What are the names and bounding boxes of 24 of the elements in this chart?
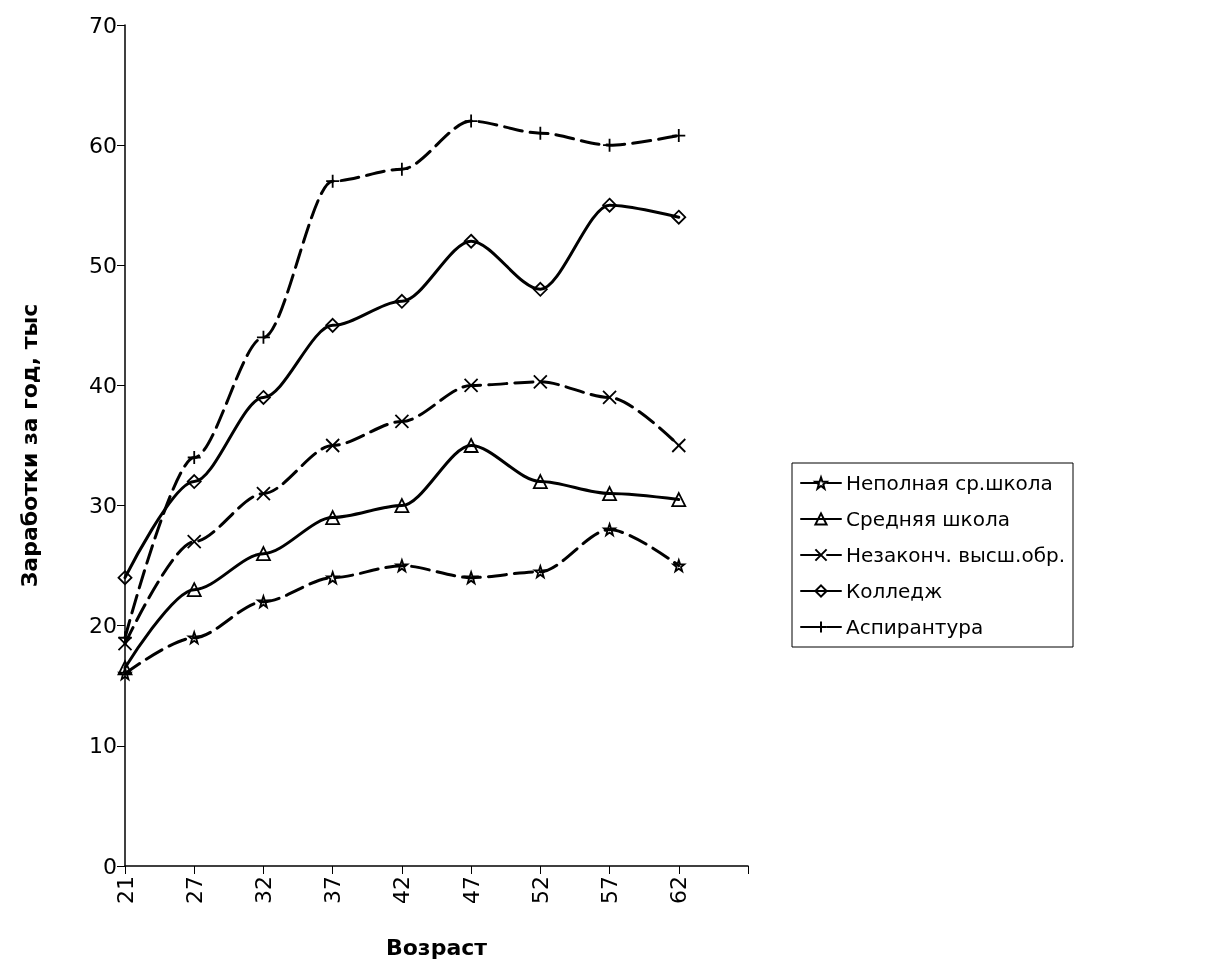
x-tick-label: 37 xyxy=(320,876,346,904)
x-tick-label: 27 xyxy=(181,876,207,904)
legend-label: Незаконч. высш.обр. xyxy=(846,543,1066,567)
legend-label: Колледж xyxy=(846,579,943,603)
legend-label: Неполная ср.школа xyxy=(846,471,1053,495)
y-axis-title: Заработки за год, тыс xyxy=(16,303,42,588)
x-tick-label: 57 xyxy=(597,876,623,904)
x-tick-label: 52 xyxy=(527,876,553,904)
legend-label: Средняя школа xyxy=(846,507,1010,531)
y-tick-label: 10 xyxy=(89,733,117,759)
y-tick-label: 0 xyxy=(103,853,117,879)
x-tick-label: 21 xyxy=(112,876,138,904)
y-tick-label: 50 xyxy=(89,252,117,278)
y-tick-label: 40 xyxy=(89,372,117,398)
x-tick-label: 62 xyxy=(666,876,692,904)
y-tick-label: 30 xyxy=(89,493,117,519)
y-tick-label: 70 xyxy=(89,12,117,38)
x-axis-title: Возраст xyxy=(385,934,488,960)
legend-label: Аспирантура xyxy=(846,615,984,639)
x-tick-label: 42 xyxy=(389,876,415,904)
y-tick-label: 60 xyxy=(89,132,117,158)
y-tick-label: 20 xyxy=(89,613,117,639)
x-tick-label: 32 xyxy=(250,876,276,904)
x-tick-label: 47 xyxy=(458,876,484,904)
